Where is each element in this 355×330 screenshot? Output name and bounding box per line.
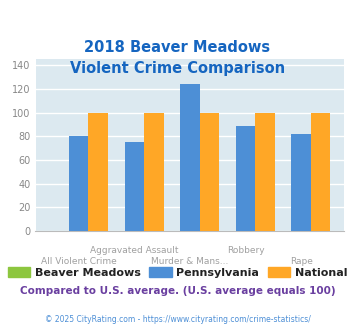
Bar — [69, 136, 88, 231]
Text: 2018 Beaver Meadows
Violent Crime Comparison: 2018 Beaver Meadows Violent Crime Compar… — [70, 40, 285, 76]
Bar — [291, 134, 311, 231]
Bar — [88, 113, 108, 231]
Text: All Violent Crime: All Violent Crime — [41, 257, 116, 266]
Text: Rape: Rape — [290, 257, 312, 266]
Text: Robbery: Robbery — [227, 247, 264, 255]
Text: Aggravated Assault: Aggravated Assault — [90, 247, 179, 255]
Bar — [180, 84, 200, 231]
Text: Murder & Mans...: Murder & Mans... — [151, 257, 229, 266]
Bar — [144, 113, 164, 231]
Bar — [255, 113, 275, 231]
Bar — [311, 113, 330, 231]
Bar — [200, 113, 219, 231]
Text: © 2025 CityRating.com - https://www.cityrating.com/crime-statistics/: © 2025 CityRating.com - https://www.city… — [45, 315, 310, 324]
Legend: Beaver Meadows, Pennsylvania, National: Beaver Meadows, Pennsylvania, National — [4, 263, 351, 282]
Bar — [125, 142, 144, 231]
Bar — [236, 126, 255, 231]
Text: Compared to U.S. average. (U.S. average equals 100): Compared to U.S. average. (U.S. average … — [20, 286, 335, 296]
